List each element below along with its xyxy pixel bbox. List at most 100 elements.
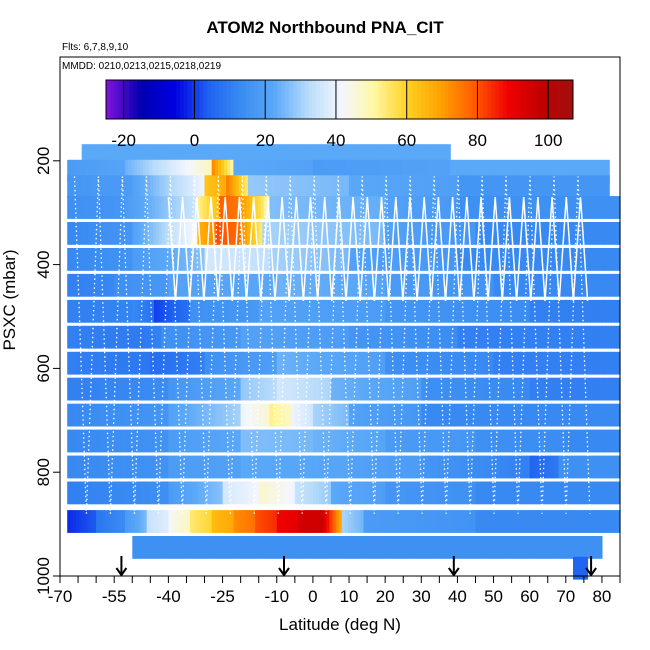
heatmap-cell	[267, 273, 272, 297]
heatmap-cell	[556, 248, 561, 271]
heatmap-cell	[502, 403, 507, 427]
heatmap-cell	[358, 481, 362, 505]
heatmap-cell	[297, 429, 302, 453]
heatmap-cell	[189, 175, 194, 199]
heatmap-cell	[129, 455, 134, 479]
heatmap-cell	[214, 510, 219, 533]
heatmap-cell	[505, 403, 510, 427]
heatmap-cell	[334, 481, 338, 505]
heatmap-cell	[340, 403, 344, 427]
heatmap-cell	[183, 455, 187, 479]
heatmap-cell	[496, 429, 501, 453]
heatmap-cell	[571, 325, 576, 349]
heatmap-cell	[352, 222, 356, 245]
heatmap-cell	[484, 351, 489, 375]
heatmap-cell	[535, 510, 540, 533]
heatmap-cell	[481, 403, 486, 427]
heatmap-cell	[427, 481, 431, 505]
heatmap-cell	[388, 325, 392, 349]
heatmap-cell	[385, 429, 389, 453]
heatmap-cell	[421, 377, 425, 401]
heatmap-cell	[472, 403, 477, 427]
heatmap-cell	[438, 144, 442, 167]
heatmap-cell	[321, 144, 325, 167]
heatmap-cell	[281, 248, 286, 271]
heatmap-cell	[162, 481, 166, 505]
heatmap-cell	[171, 377, 175, 401]
heatmap-cell	[180, 536, 184, 559]
heatmap-cell	[442, 403, 446, 427]
heatmap-cell	[219, 455, 224, 479]
heatmap-cell	[184, 159, 189, 183]
heatmap-cell	[472, 377, 477, 401]
heatmap-cell	[211, 159, 216, 183]
heatmap-cell	[367, 429, 371, 453]
heatmap-cell	[162, 377, 166, 401]
heatmap-cell	[373, 299, 377, 323]
heatmap-cell	[467, 536, 471, 559]
heatmap-cell	[132, 455, 137, 479]
heatmap-cell	[394, 248, 398, 271]
heatmap-cell	[574, 273, 579, 297]
heatmap-cell	[520, 248, 525, 271]
heatmap-cell	[400, 351, 404, 375]
heatmap-cell	[102, 222, 107, 245]
heatmap-cell	[102, 144, 107, 167]
heatmap-cell	[76, 351, 80, 375]
heatmap-cell	[324, 273, 329, 297]
heatmap-cell	[502, 175, 506, 199]
colorbar-swatch	[148, 80, 154, 119]
heatmap-cell	[424, 455, 428, 479]
heatmap-cell	[213, 377, 218, 401]
heatmap-cell	[365, 536, 370, 559]
heatmap-cell	[192, 351, 197, 375]
heatmap-cell	[237, 273, 242, 297]
heatmap-cell	[414, 144, 418, 167]
heatmap-cell	[114, 248, 119, 271]
heatmap-cell	[186, 144, 191, 167]
heatmap-cell	[472, 175, 476, 199]
heatmap-cell	[189, 351, 194, 375]
heatmap-cell	[123, 144, 128, 167]
heatmap-cell	[337, 299, 341, 323]
heatmap-cell	[275, 196, 280, 219]
heatmap-cell	[174, 536, 178, 559]
colorbar-swatch	[246, 80, 251, 119]
heatmap-cell	[388, 377, 392, 401]
heatmap-cell	[343, 403, 347, 427]
colorbar-swatch	[479, 80, 484, 119]
heatmap-cell	[252, 510, 256, 533]
heatmap-cell	[85, 377, 89, 401]
heatmap-cell	[583, 299, 588, 323]
heatmap-cell	[257, 248, 262, 271]
heatmap-cell	[180, 481, 184, 505]
heatmap-cell	[601, 351, 606, 375]
heatmap-cell	[514, 196, 519, 219]
heatmap-cell	[91, 159, 96, 183]
heatmap-cell	[162, 248, 166, 271]
heatmap-cell	[85, 248, 89, 271]
heatmap-cell	[328, 351, 332, 375]
heatmap-cell	[346, 222, 350, 245]
heatmap-cell	[573, 159, 577, 183]
heatmap-cell	[428, 536, 432, 559]
heatmap-cell	[454, 455, 458, 479]
heatmap-cell	[105, 481, 110, 505]
colorbar-swatch	[491, 80, 496, 119]
heatmap-cell	[93, 273, 98, 297]
heatmap-cell	[424, 196, 428, 219]
heatmap-cell	[255, 144, 259, 167]
heatmap-cell	[126, 144, 131, 167]
heatmap-cell	[490, 429, 495, 453]
heatmap-cell	[397, 403, 401, 427]
heatmap-cell	[156, 273, 160, 297]
heatmap-cell	[88, 377, 92, 401]
heatmap-cell	[111, 299, 116, 323]
heatmap-cell	[141, 144, 146, 167]
heatmap-cell	[565, 325, 570, 349]
heatmap-cell	[535, 455, 539, 479]
heatmap-cell	[508, 248, 513, 271]
heatmap-cell	[382, 351, 386, 375]
heatmap-cell	[547, 248, 552, 271]
heatmap-cell	[287, 248, 292, 271]
